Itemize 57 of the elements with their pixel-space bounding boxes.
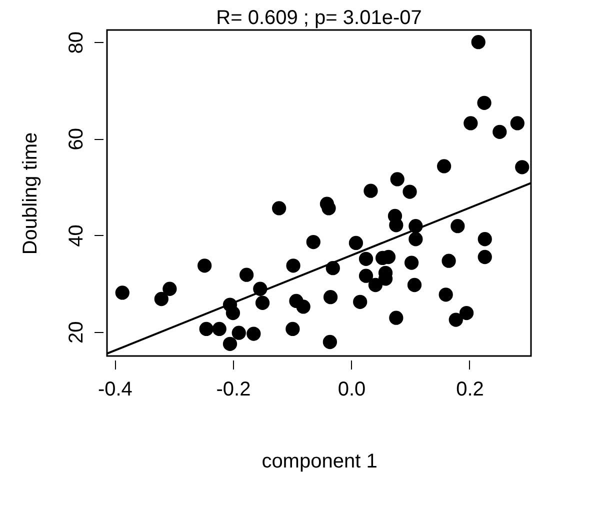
point: [464, 116, 478, 130]
point: [272, 201, 286, 216]
point: [154, 292, 168, 306]
point: [364, 184, 378, 198]
point: [477, 96, 492, 110]
point: [348, 236, 364, 250]
y-tick-label: 40: [66, 224, 88, 247]
point: [471, 35, 486, 50]
point: [404, 256, 419, 270]
point: [437, 159, 452, 174]
point: [402, 184, 417, 199]
point: [450, 219, 465, 234]
point: [448, 312, 463, 327]
x-tick-label: 0.0: [338, 378, 366, 400]
x-tick-label: -0.2: [216, 378, 251, 400]
x-tick-label: 0.2: [456, 378, 484, 400]
point: [358, 268, 374, 283]
point: [407, 278, 422, 292]
point: [442, 254, 456, 268]
point: [239, 268, 254, 282]
y-tick-label: 80: [66, 31, 88, 54]
point: [389, 218, 404, 232]
point: [408, 232, 423, 246]
y-tick-label: 20: [66, 321, 88, 344]
chart-title: R= 0.609 ; p= 3.01e-07: [216, 7, 422, 29]
point: [286, 258, 300, 273]
point: [212, 322, 226, 336]
point: [438, 288, 453, 302]
point: [322, 334, 338, 350]
point: [222, 336, 238, 351]
point: [246, 326, 261, 341]
point: [232, 326, 246, 340]
point: [389, 310, 404, 325]
point: [199, 322, 214, 336]
point: [390, 172, 404, 186]
point: [368, 278, 383, 292]
point: [459, 306, 474, 320]
point: [492, 124, 507, 139]
point: [226, 306, 240, 320]
point: [198, 258, 212, 273]
y-tick-label: 60: [66, 128, 88, 150]
point: [510, 116, 524, 130]
point: [162, 282, 177, 296]
point: [353, 294, 368, 309]
point: [478, 250, 492, 264]
point: [255, 296, 270, 310]
x-axis-title: component 1: [262, 450, 378, 472]
point: [323, 290, 338, 304]
point: [358, 252, 374, 266]
point: [515, 160, 530, 174]
y-axis-title: Doubling time: [20, 132, 42, 255]
point: [306, 234, 320, 250]
point: [296, 300, 310, 314]
x-tick-label: -0.4: [98, 378, 132, 400]
point: [115, 286, 130, 300]
point: [478, 232, 492, 246]
point: [286, 322, 300, 336]
